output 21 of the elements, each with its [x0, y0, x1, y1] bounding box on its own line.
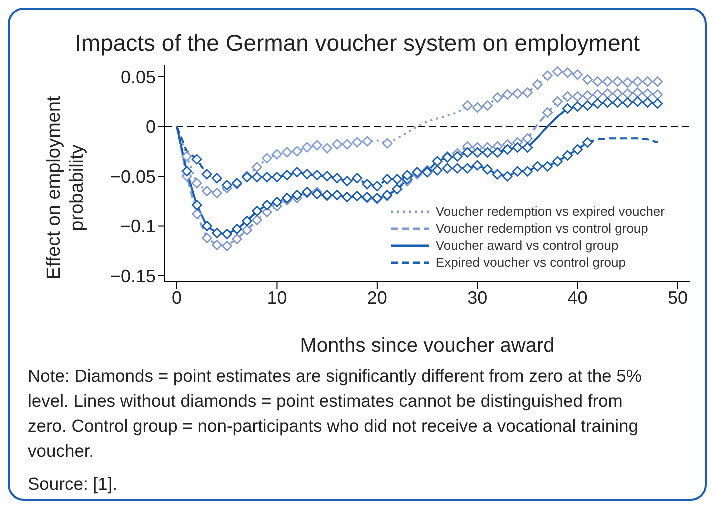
- y-tick-label: 0.05: [120, 67, 156, 88]
- y-axis-title: Effect on employment probability: [43, 95, 89, 282]
- y-tick-label: 0: [146, 117, 156, 138]
- legend-label: Expired voucher vs control group: [436, 254, 626, 271]
- x-tick-label: 0: [172, 288, 182, 308]
- legend-label: Voucher redemption vs expired voucher: [436, 203, 665, 220]
- y-tick-label: −0.1: [120, 216, 156, 237]
- x-axis-title: Months since voucher award: [300, 335, 555, 357]
- x-tick-label: 40: [568, 288, 588, 308]
- source-note: Source: [1].: [28, 473, 118, 496]
- rounded-frame: Impacts of the German voucher system on employment Effect on employment probability 0 10 20 30 40 50 Months since voucher award 0.05 0 −0.05 −0.1 −0.15 Voucher redemption vs expired voucher Voucher redemption vs control group Voucher award vs control group Expired voucher vs control group Note: Diamonds = point estimates are significantly different from zero at the 5% level. Lines without diamonds = point estimates cannot be distinguished from zero. Control group = non-participants who did not receive a vocational training voucher. Source: [1].: [8, 8, 707, 501]
- x-tick-label: 20: [367, 288, 388, 308]
- x-tick-label: 30: [468, 288, 488, 308]
- legend-label: Voucher award vs control group: [436, 237, 619, 254]
- y-tick-label: −0.15: [110, 266, 156, 286]
- x-tick-label: 10: [267, 288, 288, 308]
- text: Note: Diamonds = point estimates are significantly different from zero at the 5% level. Lines without diamonds = point estimates cannot be distinguished from zero. Control group = non-participants who did not receive a vocational training voucher.: [28, 365, 643, 463]
- y-tick-label: −0.05: [110, 166, 156, 187]
- x-tick-label: 50: [668, 288, 688, 308]
- legend-label: Voucher redemption vs control group: [436, 220, 648, 237]
- chart-title: Impacts of the German voucher system on employment: [74, 29, 642, 58]
